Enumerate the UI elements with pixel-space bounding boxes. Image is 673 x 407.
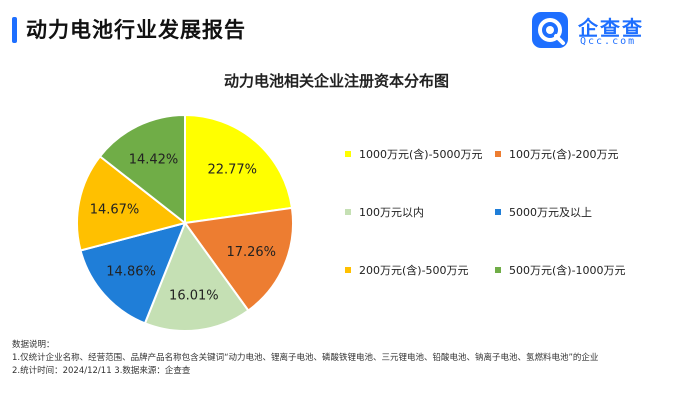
pie-slice-1	[183, 206, 294, 312]
legend-swatch-2	[345, 209, 351, 215]
pie-slice-4	[76, 154, 188, 252]
pie-slice-5	[98, 113, 186, 226]
slice-label-1: 17.26%	[226, 245, 276, 260]
legend-item-2: 100万元以内	[345, 204, 424, 220]
legend-item-4: 200万元(含)-500万元	[345, 262, 469, 278]
legend-swatch-0	[345, 151, 351, 157]
pie-slice-2	[143, 220, 250, 332]
qcc-logo-icon	[532, 12, 568, 48]
legend-swatch-5	[495, 267, 501, 273]
notes-heading: 数据说明：	[12, 340, 55, 350]
legend-item-0: 1000万元(含)-5000万元	[345, 146, 483, 162]
legend-label-3: 5000万元及以上	[509, 206, 592, 219]
notes-line-1: 1.仅统计企业名称、经营范围、品牌产品名称包含关键词“动力电池、锂离子电池、磷酸…	[12, 353, 599, 363]
data-notes: 数据说明： 1.仅统计企业名称、经营范围、品牌产品名称包含关键词“动力电池、锂离…	[12, 339, 598, 378]
slice-label-5: 14.42%	[129, 152, 179, 167]
legend-item-3: 5000万元及以上	[495, 204, 592, 220]
legend-swatch-4	[345, 267, 351, 273]
pie-chart: 22.77% 17.26% 16.01% 14.86% 14.67% 14.42%	[76, 113, 294, 332]
slice-label-4: 14.67%	[90, 202, 140, 217]
pie-slice-3	[79, 221, 187, 325]
title-accent-bar	[12, 17, 17, 43]
legend-swatch-1	[495, 151, 501, 157]
brand-logo: 企查查 Qcc.com	[530, 10, 665, 50]
brand-domain: Qcc.com	[580, 36, 637, 47]
brand-name: 企查查	[578, 16, 644, 40]
legend-label-0: 1000万元(含)-5000万元	[359, 148, 483, 161]
legend-label-1: 100万元(含)-200万元	[509, 148, 619, 161]
legend-label-5: 500万元(含)-1000万元	[509, 264, 626, 277]
chart-title: 动力电池相关企业注册资本分布图	[223, 72, 449, 90]
legend-item-1: 100万元(含)-200万元	[495, 146, 619, 162]
slice-label-3: 14.86%	[106, 265, 156, 280]
legend-label-4: 200万元(含)-500万元	[359, 264, 469, 277]
slice-label-0: 22.77%	[207, 163, 257, 178]
slice-label-2: 16.01%	[169, 288, 219, 303]
legend-item-5: 500万元(含)-1000万元	[495, 262, 626, 278]
legend-swatch-3	[495, 209, 501, 215]
pie-slice-0	[184, 113, 294, 225]
legend-label-2: 100万元以内	[359, 206, 424, 219]
page-title: 动力电池行业发展报告	[26, 18, 246, 42]
notes-line-2: 2.统计时间：2024/12/11 3.数据来源：企查查	[12, 366, 191, 376]
